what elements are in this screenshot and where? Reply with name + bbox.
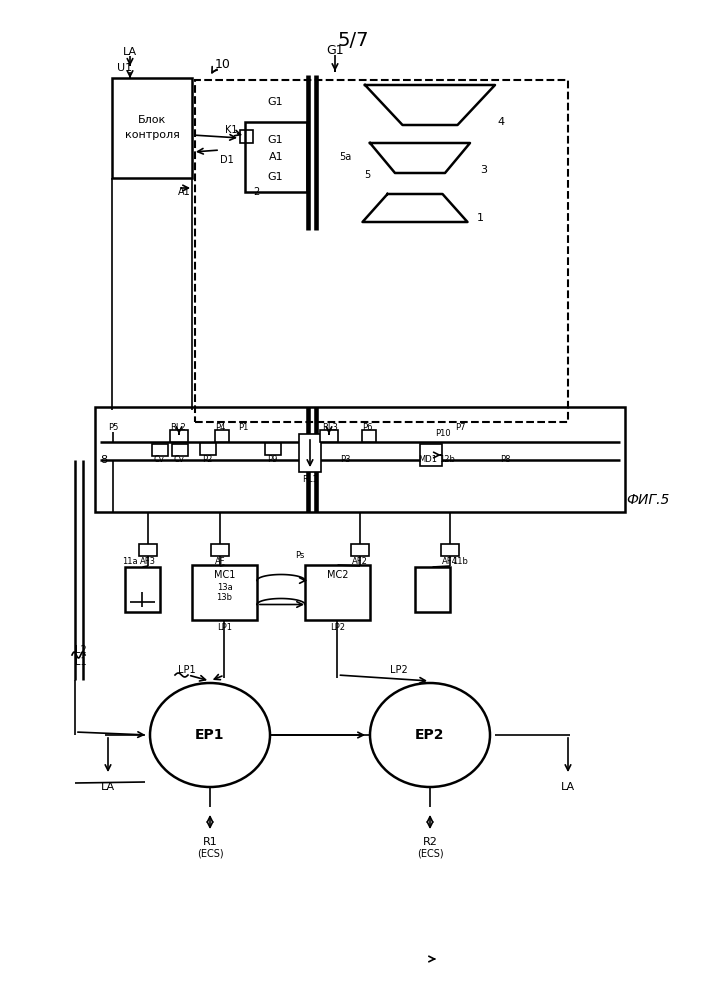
Text: L1: L1 [75, 657, 87, 667]
Text: LA: LA [561, 782, 575, 792]
Text: D1: D1 [220, 155, 234, 165]
Text: K1: K1 [225, 125, 238, 135]
Text: P9: P9 [267, 454, 277, 464]
Text: U1: U1 [117, 63, 132, 73]
Text: G1: G1 [267, 135, 283, 145]
Text: LP1: LP1 [178, 665, 196, 675]
Text: 1: 1 [477, 213, 484, 223]
Text: 12b: 12b [439, 454, 455, 464]
Text: 5/7: 5/7 [337, 30, 369, 49]
Bar [170, 430, 188, 442]
Text: RL2: RL2 [170, 424, 186, 432]
Bar [192, 565, 257, 620]
Text: AF3: AF3 [140, 556, 156, 566]
Bar [265, 443, 281, 455]
Text: EP2: EP2 [415, 728, 445, 742]
Text: MD1: MD1 [418, 454, 437, 464]
Bar [240, 130, 253, 143]
Bar [441, 544, 459, 556]
Bar [362, 430, 376, 442]
Bar [172, 444, 188, 456]
Text: P1: P1 [238, 424, 248, 432]
Text: LP2: LP2 [390, 665, 408, 675]
Text: 10: 10 [215, 58, 231, 72]
Text: R2: R2 [423, 837, 438, 847]
Text: 2: 2 [253, 187, 259, 197]
Bar [420, 444, 442, 466]
Text: G1: G1 [267, 172, 283, 182]
Text: LP2: LP2 [330, 622, 345, 632]
Bar [139, 544, 157, 556]
Text: 11a: 11a [122, 558, 138, 566]
Text: 8: 8 [100, 455, 107, 465]
Text: AF2: AF2 [352, 556, 368, 566]
Text: контроля: контроля [124, 130, 180, 140]
Text: RL3: RL3 [322, 424, 338, 432]
Bar [305, 565, 370, 620]
Text: P4: P4 [215, 424, 226, 432]
Text: 3: 3 [480, 165, 487, 175]
Bar [215, 430, 229, 442]
Bar [351, 544, 369, 556]
Text: (ECS): (ECS) [197, 849, 223, 859]
Text: P7: P7 [455, 424, 465, 432]
Bar [95, 407, 625, 512]
Text: Ps: Ps [296, 550, 305, 560]
Text: ФИГ.5: ФИГ.5 [626, 493, 670, 507]
Text: L2: L2 [75, 645, 87, 655]
Text: Блок: Блок [138, 115, 166, 125]
Text: 5a: 5a [339, 152, 351, 162]
Text: 13a: 13a [216, 582, 233, 591]
Text: A1: A1 [269, 152, 284, 162]
Text: EP1: EP1 [195, 728, 225, 742]
Text: 5: 5 [364, 170, 370, 180]
Text: RL1: RL1 [302, 475, 318, 484]
Text: LA: LA [101, 782, 115, 792]
Bar [200, 443, 216, 455]
Text: 13b: 13b [216, 593, 233, 602]
Text: 11b: 11b [452, 558, 468, 566]
Bar [320, 430, 338, 442]
Text: Cv: Cv [154, 454, 165, 464]
Text: Cv: Cv [174, 454, 185, 464]
Text: MC1: MC1 [214, 570, 235, 580]
Text: AF: AF [215, 556, 226, 566]
Text: MC2: MC2 [327, 570, 349, 580]
Bar [125, 567, 160, 612]
Text: G1: G1 [267, 97, 283, 107]
Text: R1: R1 [203, 837, 217, 847]
Text: P8: P8 [500, 454, 510, 464]
Text: A1: A1 [178, 187, 191, 197]
Bar [195, 80, 568, 422]
Text: 4: 4 [497, 117, 504, 127]
Text: AF4: AF4 [442, 556, 458, 566]
Bar [299, 434, 321, 472]
Text: P6: P6 [362, 424, 373, 432]
Bar [415, 567, 450, 612]
Text: P10: P10 [435, 428, 450, 438]
Text: P2: P2 [202, 454, 212, 464]
Text: G1: G1 [326, 43, 344, 56]
Bar [152, 444, 168, 456]
Text: (ECS): (ECS) [416, 849, 443, 859]
Text: LP1: LP1 [217, 622, 232, 632]
Bar [211, 544, 229, 556]
Text: LA: LA [123, 47, 137, 57]
Bar [112, 78, 192, 178]
Text: P3: P3 [340, 454, 351, 464]
Bar [245, 122, 307, 192]
Text: P5: P5 [108, 424, 118, 432]
